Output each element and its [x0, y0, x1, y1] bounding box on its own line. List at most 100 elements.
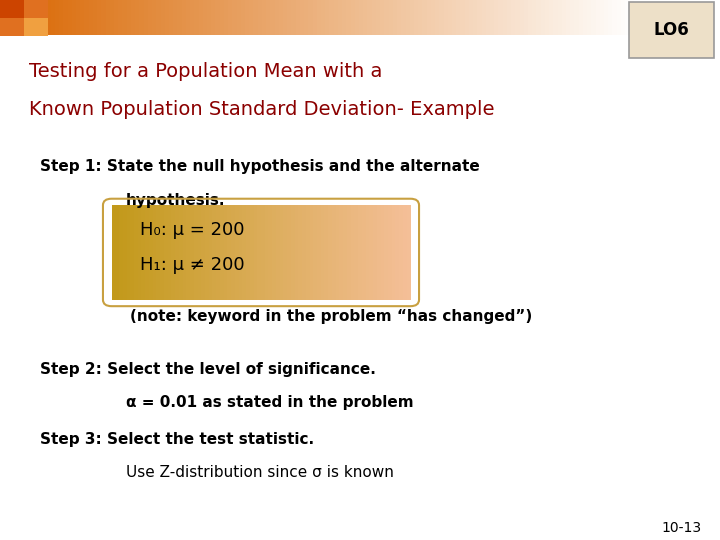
Bar — [557, 0, 562, 35]
Bar — [266, 0, 271, 35]
Bar — [181, 0, 186, 35]
Bar — [287, 0, 292, 35]
Bar — [575, 0, 580, 35]
Bar — [292, 0, 297, 35]
Bar — [231, 205, 235, 300]
Bar — [261, 205, 266, 300]
Bar — [76, 0, 81, 35]
Bar — [24, 18, 48, 36]
Bar — [55, 0, 60, 35]
Bar — [608, 0, 613, 35]
Bar — [59, 0, 64, 35]
Bar — [328, 205, 333, 300]
Bar — [294, 205, 299, 300]
Bar — [80, 0, 85, 35]
Bar — [220, 205, 225, 300]
Bar — [346, 0, 351, 35]
Bar — [240, 0, 246, 35]
Bar — [25, 0, 30, 35]
Bar — [362, 205, 366, 300]
Bar — [332, 205, 336, 300]
Bar — [250, 205, 254, 300]
Bar — [114, 0, 119, 35]
Bar — [405, 0, 410, 35]
Bar — [149, 205, 153, 300]
Bar — [306, 205, 310, 300]
Bar — [235, 205, 239, 300]
Bar — [63, 0, 68, 35]
Bar — [42, 0, 48, 35]
Bar — [342, 0, 347, 35]
Bar — [595, 0, 600, 35]
Bar — [123, 205, 127, 300]
Bar — [392, 205, 396, 300]
Bar — [220, 0, 225, 35]
Bar — [482, 0, 487, 35]
Bar — [367, 0, 372, 35]
Text: Step 1: State the null hypothesis and the alternate: Step 1: State the null hypothesis and th… — [40, 159, 480, 174]
Bar — [600, 0, 605, 35]
Text: H₁: μ ≠ 200: H₁: μ ≠ 200 — [140, 256, 245, 274]
Bar — [587, 0, 592, 35]
Bar — [395, 205, 400, 300]
Bar — [431, 0, 436, 35]
Bar — [364, 0, 368, 35]
Bar — [38, 0, 43, 35]
Bar — [177, 0, 182, 35]
Bar — [21, 0, 26, 35]
Bar — [93, 0, 98, 35]
Bar — [296, 0, 301, 35]
Text: LO6: LO6 — [653, 21, 689, 39]
Bar — [401, 0, 406, 35]
Bar — [304, 0, 309, 35]
Bar — [554, 0, 558, 35]
Bar — [190, 205, 194, 300]
Bar — [215, 0, 220, 35]
Bar — [152, 0, 157, 35]
Bar — [243, 205, 247, 300]
Bar — [358, 205, 363, 300]
Bar — [380, 205, 385, 300]
Bar — [138, 205, 143, 300]
Bar — [50, 0, 55, 35]
Bar — [145, 205, 150, 300]
Bar — [194, 205, 198, 300]
Bar — [300, 0, 305, 35]
Text: H₀: μ = 200: H₀: μ = 200 — [140, 221, 245, 239]
Bar — [583, 0, 588, 35]
Bar — [164, 205, 168, 300]
Bar — [110, 0, 114, 35]
Bar — [212, 205, 217, 300]
Bar — [376, 0, 381, 35]
Text: (note: keyword in the problem “has changed”): (note: keyword in the problem “has chang… — [130, 309, 532, 325]
Bar — [17, 0, 22, 35]
Bar — [388, 205, 392, 300]
Bar — [464, 0, 469, 35]
Bar — [245, 0, 250, 35]
Bar — [613, 0, 618, 35]
Bar — [545, 0, 550, 35]
Bar — [4, 0, 9, 35]
Bar — [313, 205, 318, 300]
Bar — [13, 0, 17, 35]
Bar — [625, 0, 630, 35]
Bar — [366, 205, 370, 300]
Text: α = 0.01 as stated in the problem: α = 0.01 as stated in the problem — [126, 395, 413, 410]
Bar — [179, 205, 184, 300]
Bar — [257, 205, 262, 300]
Bar — [119, 205, 124, 300]
Bar — [168, 205, 172, 300]
Bar — [205, 205, 210, 300]
Bar — [490, 0, 495, 35]
Bar — [233, 0, 238, 35]
Bar — [403, 205, 408, 300]
Bar — [343, 205, 348, 300]
Bar — [448, 0, 453, 35]
Bar — [140, 0, 144, 35]
Bar — [186, 205, 191, 300]
Bar — [503, 0, 508, 35]
Bar — [246, 205, 251, 300]
Bar — [321, 0, 326, 35]
Bar — [477, 0, 482, 35]
Bar — [444, 0, 449, 35]
